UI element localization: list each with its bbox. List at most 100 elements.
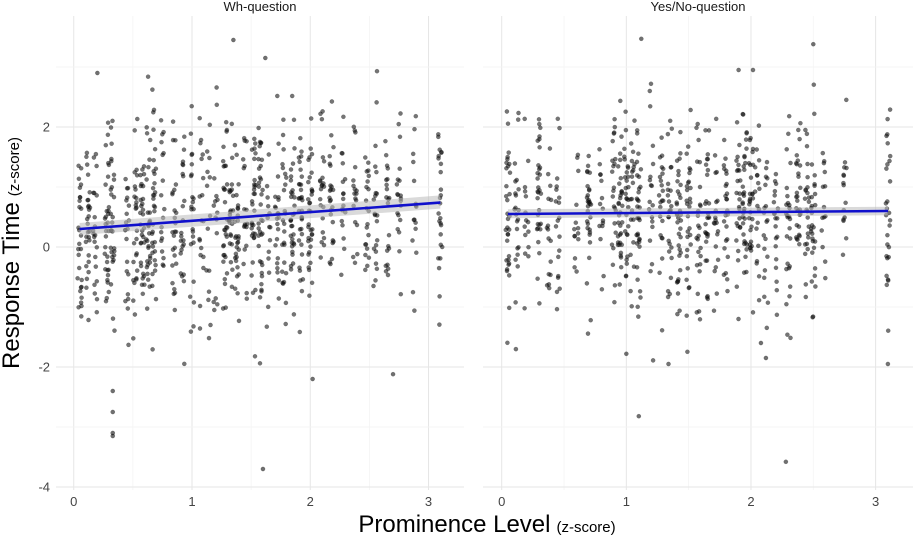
data-point xyxy=(110,118,115,124)
data-point xyxy=(319,239,325,245)
data-point xyxy=(374,100,379,105)
data-point xyxy=(765,254,770,260)
data-point xyxy=(374,68,380,74)
data-point xyxy=(172,307,178,313)
data-point xyxy=(736,162,741,168)
data-point xyxy=(636,314,641,319)
data-point xyxy=(523,232,528,238)
data-point xyxy=(256,166,262,171)
data-point xyxy=(87,189,92,195)
data-point xyxy=(755,172,760,178)
data-point xyxy=(802,251,808,257)
data-point xyxy=(746,215,752,221)
data-point xyxy=(676,172,681,178)
data-point xyxy=(123,176,128,182)
data-point xyxy=(126,203,132,208)
data-point xyxy=(685,144,691,149)
data-point xyxy=(764,325,770,331)
data-point xyxy=(554,176,560,181)
data-point xyxy=(147,253,153,259)
data-point xyxy=(677,253,682,258)
data-point xyxy=(688,242,694,247)
data-point xyxy=(92,282,97,288)
data-point xyxy=(259,192,264,197)
data-point xyxy=(250,290,256,296)
data-point xyxy=(142,282,147,288)
data-point xyxy=(397,217,403,223)
data-point xyxy=(235,290,240,296)
data-point xyxy=(522,184,528,190)
data-point xyxy=(809,194,815,200)
data-point xyxy=(190,229,196,234)
data-point xyxy=(705,167,711,173)
data-point xyxy=(386,232,392,238)
data-point xyxy=(181,272,186,277)
data-point xyxy=(140,271,146,277)
data-point xyxy=(822,183,828,189)
data-point xyxy=(410,289,416,295)
data-point xyxy=(684,183,690,189)
data-point xyxy=(211,203,217,208)
data-point xyxy=(773,243,779,249)
data-point xyxy=(103,214,109,220)
data-point xyxy=(173,210,179,216)
data-point xyxy=(191,279,196,285)
data-point xyxy=(556,200,562,205)
data-point xyxy=(298,195,304,201)
data-point xyxy=(811,224,816,230)
data-point xyxy=(572,264,577,270)
data-point xyxy=(734,284,740,290)
data-point xyxy=(703,221,708,227)
data-point xyxy=(742,154,747,160)
data-point xyxy=(151,157,156,163)
data-point xyxy=(242,138,247,143)
data-point xyxy=(385,166,391,171)
data-point xyxy=(92,239,97,245)
data-point xyxy=(252,191,258,197)
data-point xyxy=(820,215,825,221)
data-point xyxy=(677,247,683,252)
data-point xyxy=(229,121,235,127)
data-point xyxy=(329,99,335,104)
data-point xyxy=(233,235,238,240)
y-tick-label: 2 xyxy=(43,120,50,135)
data-point xyxy=(204,149,210,154)
data-point xyxy=(638,295,643,300)
data-point xyxy=(290,161,296,166)
data-point xyxy=(320,109,325,114)
data-point xyxy=(725,288,730,294)
data-point xyxy=(618,223,623,228)
data-point xyxy=(351,183,356,189)
data-point xyxy=(78,165,84,171)
data-point xyxy=(675,311,680,317)
data-point xyxy=(214,85,219,90)
data-point xyxy=(339,218,345,224)
data-point xyxy=(772,193,778,198)
data-point xyxy=(398,291,404,297)
data-point xyxy=(180,161,185,167)
data-point xyxy=(84,162,90,167)
data-point xyxy=(341,191,346,196)
data-point xyxy=(366,173,372,179)
data-point xyxy=(598,236,603,242)
data-point xyxy=(249,147,255,152)
data-point xyxy=(317,178,323,183)
data-point xyxy=(666,199,672,204)
data-point xyxy=(134,167,139,173)
data-point xyxy=(724,224,729,229)
panel-yes-no-question: Yes/No-question xyxy=(483,0,913,490)
data-point xyxy=(884,166,889,171)
data-point xyxy=(125,306,131,311)
data-point xyxy=(763,236,768,242)
data-point xyxy=(758,340,764,346)
data-point xyxy=(612,116,617,122)
data-point xyxy=(697,316,703,322)
data-point xyxy=(516,186,521,192)
data-point xyxy=(383,138,388,144)
data-point xyxy=(843,235,849,241)
data-point xyxy=(436,211,441,216)
data-point xyxy=(625,164,631,169)
data-point xyxy=(612,299,617,305)
data-point xyxy=(723,183,729,189)
data-point xyxy=(280,161,285,167)
